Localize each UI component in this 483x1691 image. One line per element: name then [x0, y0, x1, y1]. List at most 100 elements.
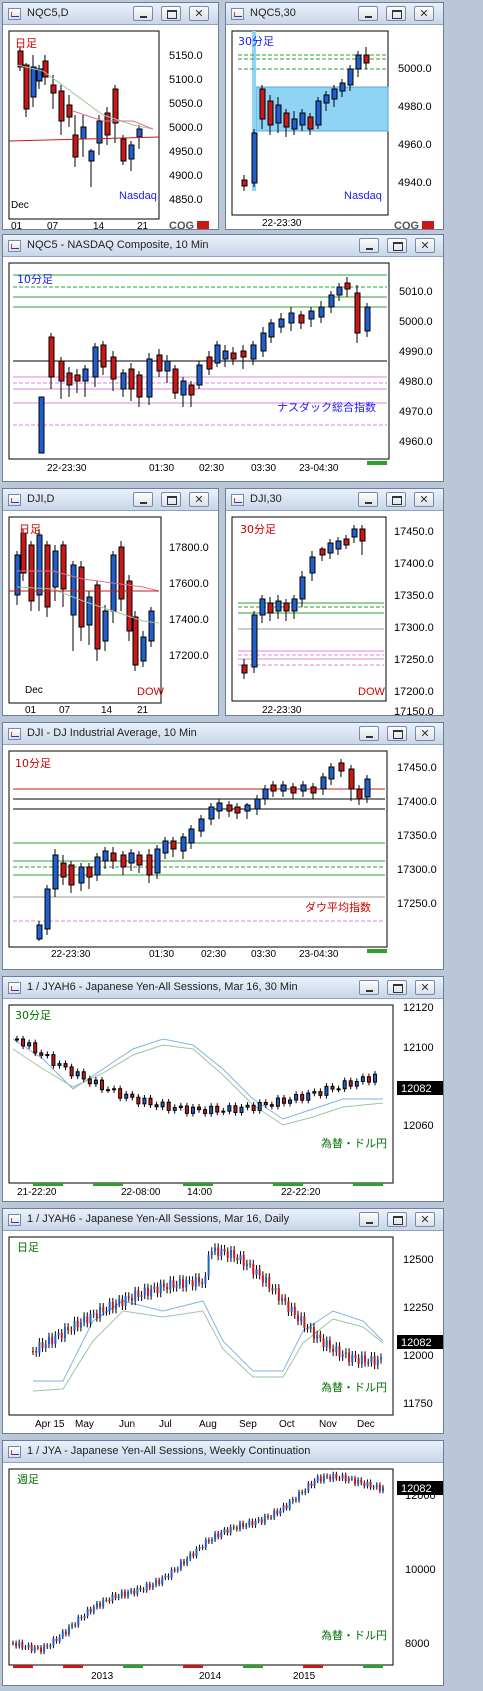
candle [121, 1299, 124, 1306]
chart-window-dji-daily[interactable]: DJI,D ✕ [2, 488, 219, 716]
minimize-button[interactable] [358, 492, 378, 507]
x-tick: 14 [101, 705, 113, 716]
minimize-button[interactable] [133, 492, 153, 507]
candle [63, 1327, 66, 1339]
title-bar[interactable]: 1 / JYAH6 - Japanese Yen-All Sessions, M… [3, 1209, 443, 1231]
chart-area[interactable]: 17450.0 17400.0 17350.0 17300.0 17250.0 … [226, 511, 443, 715]
maximize-button[interactable] [387, 238, 407, 253]
candle [360, 1479, 363, 1483]
minimize-button[interactable] [359, 1212, 379, 1227]
chart-app-icon [8, 1446, 21, 1458]
candle [288, 1099, 293, 1104]
candle [357, 1479, 360, 1484]
chart-window-jpy-daily[interactable]: 1 / JYAH6 - Japanese Yen-All Sessions, M… [2, 1208, 444, 1434]
cqg-logo-icon [197, 221, 209, 229]
chart-window-jpy-weekly[interactable]: 1 / JYA - Japanese Yen-All Sessions, Wee… [2, 1440, 444, 1686]
title-bar[interactable]: 1 / JYA - Japanese Yen-All Sessions, Wee… [3, 1441, 443, 1463]
chart-window-dji-10min[interactable]: DJI - DJ Industrial Average, 10 Min ✕ [2, 722, 444, 970]
minimize-button[interactable] [359, 238, 379, 253]
maximize-button[interactable] [386, 492, 406, 507]
chart-area[interactable]: 5010.0 5000.0 4990.0 4980.0 4970.0 4960.… [3, 257, 443, 481]
chart-area[interactable]: 17800.0 17600.0 17400.0 17200.0 日足 DOW D… [3, 511, 218, 716]
maximize-button[interactable] [161, 492, 181, 507]
candle [169, 1280, 172, 1290]
maximize-button[interactable] [387, 1212, 407, 1227]
candle [195, 1548, 198, 1557]
candle [344, 1352, 347, 1355]
title-bar[interactable]: NQC5,D ✕ [3, 3, 218, 25]
candle [322, 1475, 325, 1482]
candle [83, 1616, 86, 1619]
candle [313, 1480, 316, 1486]
x-tick: 22-08:00 [121, 1187, 161, 1198]
y-tick: 17200.0 [169, 650, 209, 662]
close-button[interactable]: ✕ [415, 980, 435, 995]
maximize-button[interactable] [387, 726, 407, 741]
candle [86, 1609, 89, 1617]
candle [354, 1478, 357, 1484]
candle [18, 1641, 21, 1647]
title-bar[interactable]: DJI,30 ✕ [226, 489, 443, 511]
close-button[interactable]: ✕ [415, 238, 435, 253]
candle [335, 1346, 338, 1352]
chart-area[interactable]: 5000.0 4980.0 4960.0 4940.0 30分足 Nasdaq … [226, 25, 443, 229]
candle [210, 1251, 213, 1256]
x-tick: 01:30 [149, 949, 174, 960]
close-button[interactable]: ✕ [414, 492, 434, 507]
candle [115, 1303, 118, 1310]
title-bar[interactable]: 1 / JYAH6 - Japanese Yen-All Sessions, M… [3, 977, 443, 999]
y-tick: 5050.0 [169, 98, 203, 110]
close-button[interactable]: ✕ [189, 6, 209, 21]
minimize-button[interactable] [358, 6, 378, 21]
candle [263, 1516, 266, 1523]
close-button[interactable]: ✕ [414, 6, 434, 21]
y-tick: 17400.0 [394, 558, 434, 570]
chart-app-icon [8, 8, 21, 20]
candle [44, 1344, 47, 1348]
x-tick: 07 [59, 705, 71, 716]
candle [67, 1327, 70, 1331]
candle [70, 1330, 73, 1332]
minimize-button[interactable] [359, 726, 379, 741]
chart-area[interactable]: 12500 12250 12000 11750 12082 日足 為替・ドル円 … [3, 1231, 443, 1433]
chart-area[interactable]: 17450.0 17400.0 17350.0 17300.0 17250.0 … [3, 745, 443, 969]
chart-window-nasdaq-10min[interactable]: NQC5 - NASDAQ Composite, 10 Min ✕ [2, 234, 444, 482]
candle [306, 1092, 311, 1101]
y-tick: 12120 [403, 1002, 434, 1014]
period-label: 日足 [15, 37, 37, 50]
series-label: ナスダック総合指数 [277, 400, 376, 414]
chart-area[interactable]: 5150.0 5100.0 5050.0 5000.0 4950.0 4900.… [3, 25, 218, 230]
chart-window-nqc5-daily[interactable]: NQC5,D ✕ [2, 2, 219, 230]
chart-area[interactable]: 12120 12100 12060 12082 30分足 為替・ドル円 21-2… [3, 999, 443, 1201]
maximize-button[interactable] [161, 6, 181, 21]
maximize-button[interactable] [387, 980, 407, 995]
minimize-button[interactable] [359, 980, 379, 995]
title-bar[interactable]: NQC5 - NASDAQ Composite, 10 Min ✕ [3, 235, 443, 257]
candle [301, 1492, 304, 1494]
candle [21, 1641, 24, 1648]
title-bar[interactable]: NQC5,30 ✕ [226, 3, 443, 25]
title-bar[interactable]: DJI - DJ Industrial Average, 10 Min ✕ [3, 723, 443, 745]
close-button[interactable]: ✕ [189, 492, 209, 507]
maximize-button[interactable] [386, 6, 406, 21]
series-label: Nasdaq [119, 190, 157, 202]
candle [146, 1287, 149, 1296]
close-button[interactable]: ✕ [415, 1212, 435, 1227]
close-button[interactable]: ✕ [415, 726, 435, 741]
candle [137, 1290, 140, 1297]
chart-window-dji-30min[interactable]: DJI,30 ✕ [225, 488, 444, 716]
price-tag-text: 12082 [401, 1483, 432, 1495]
candle [153, 1286, 156, 1289]
title-bar[interactable]: DJI,D ✕ [3, 489, 218, 511]
chart-window-nqc5-30min[interactable]: NQC5,30 ✕ [225, 2, 444, 230]
x-tick: 01 [11, 221, 23, 230]
chart-area[interactable]: 12000 10000 8000 12082 週足 為替・ドル円 2013 20… [3, 1463, 443, 1685]
candle [336, 1088, 341, 1091]
chart-window-jpy-30min[interactable]: 1 / JYAH6 - Japanese Yen-All Sessions, M… [2, 976, 444, 1202]
minimize-button[interactable] [133, 6, 153, 21]
y-tick: 17400.0 [169, 614, 209, 626]
candle [329, 1476, 332, 1480]
candle [67, 1626, 70, 1635]
y-tick: 11750 [403, 1398, 433, 1410]
x-tick: 22-23:30 [262, 218, 302, 229]
